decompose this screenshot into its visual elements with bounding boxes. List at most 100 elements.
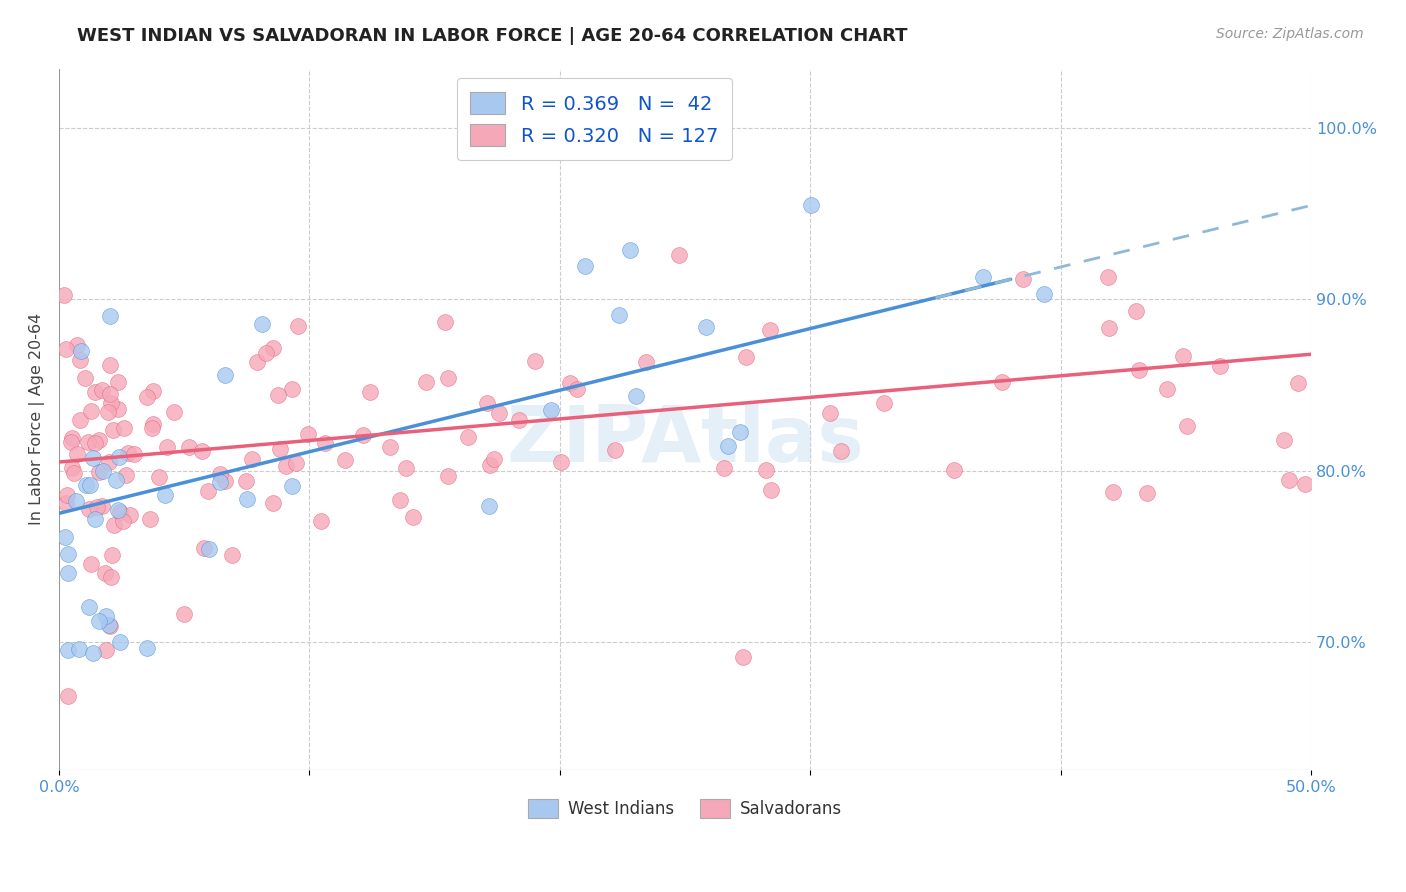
- Point: [98, 309, 121, 323]
- Point: [758, 323, 780, 337]
- Point: [163, 405, 186, 419]
- Point: [82, 646, 104, 660]
- Point: [311, 514, 333, 528]
- Point: [62, 467, 84, 481]
- Point: [695, 319, 717, 334]
- Point: [221, 548, 243, 562]
- Point: [65, 493, 87, 508]
- Point: [138, 512, 160, 526]
- Point: [80, 558, 103, 572]
- Point: [100, 396, 122, 410]
- Point: [141, 421, 163, 435]
- Point: [235, 475, 257, 489]
- Point: [668, 248, 690, 262]
- Point: [142, 384, 165, 398]
- Point: [943, 462, 966, 476]
- Point: [333, 453, 356, 467]
- Point: [437, 468, 460, 483]
- Point: [478, 499, 501, 513]
- Point: [276, 458, 298, 473]
- Point: [90, 383, 112, 397]
- Point: [457, 429, 479, 443]
- Point: [603, 443, 626, 458]
- Point: [1097, 320, 1119, 334]
- Point: [66, 447, 89, 461]
- Point: [475, 396, 498, 410]
- Point: [79, 478, 101, 492]
- Point: [179, 440, 201, 454]
- Point: [135, 390, 157, 404]
- Point: [378, 440, 401, 454]
- Point: [262, 341, 284, 355]
- Point: [105, 473, 128, 487]
- Point: [359, 385, 381, 400]
- Point: [108, 505, 131, 519]
- Point: [56, 488, 79, 502]
- Point: [436, 371, 458, 385]
- Point: [252, 317, 274, 331]
- Point: [97, 405, 120, 419]
- Point: [1101, 484, 1123, 499]
- Text: WEST INDIAN VS SALVADORAN IN LABOR FORCE | AGE 20-64 CORRELATION CHART: WEST INDIAN VS SALVADORAN IN LABOR FORCE…: [77, 27, 908, 45]
- Point: [100, 570, 122, 584]
- Point: [761, 483, 783, 498]
- Point: [314, 436, 336, 450]
- Point: [69, 344, 91, 359]
- Point: [90, 500, 112, 514]
- Point: [1272, 433, 1295, 447]
- Point: [873, 396, 896, 410]
- Point: [98, 619, 121, 633]
- Point: [1173, 349, 1195, 363]
- Point: [1175, 418, 1198, 433]
- Point: [262, 496, 284, 510]
- Point: [98, 358, 121, 372]
- Point: [87, 433, 110, 447]
- Point: [754, 463, 776, 477]
- Point: [55, 530, 77, 544]
- Point: [560, 376, 582, 390]
- Point: [60, 434, 83, 449]
- Point: [269, 442, 291, 456]
- Point: [636, 355, 658, 369]
- Point: [100, 548, 122, 562]
- Point: [122, 447, 145, 461]
- Point: [1278, 473, 1301, 487]
- Point: [567, 383, 589, 397]
- Point: [103, 423, 125, 437]
- Point: [284, 456, 307, 470]
- Point: [98, 455, 121, 469]
- Point: [103, 518, 125, 533]
- Point: [110, 634, 132, 648]
- Point: [77, 501, 100, 516]
- Point: [713, 461, 735, 475]
- Point: [607, 308, 630, 322]
- Point: [56, 566, 79, 580]
- Point: [97, 617, 120, 632]
- Legend: West Indians, Salvadorans: West Indians, Salvadorans: [522, 792, 848, 825]
- Point: [60, 461, 83, 475]
- Point: [1012, 272, 1035, 286]
- Point: [1125, 304, 1147, 318]
- Point: [107, 503, 129, 517]
- Point: [479, 458, 502, 473]
- Point: [83, 436, 105, 450]
- Point: [58, 643, 80, 657]
- Point: [1128, 363, 1150, 377]
- Point: [62, 431, 84, 445]
- Point: [209, 467, 232, 481]
- Point: [86, 500, 108, 514]
- Point: [402, 510, 425, 524]
- Text: ZIPAtlas: ZIPAtlas: [506, 402, 863, 478]
- Point: [1097, 269, 1119, 284]
- Point: [53, 288, 76, 302]
- Point: [66, 338, 89, 352]
- Point: [484, 452, 506, 467]
- Point: [191, 443, 214, 458]
- Point: [84, 385, 107, 400]
- Point: [115, 468, 138, 483]
- Point: [972, 270, 994, 285]
- Point: [156, 440, 179, 454]
- Point: [153, 488, 176, 502]
- Point: [112, 514, 135, 528]
- Point: [1209, 359, 1232, 374]
